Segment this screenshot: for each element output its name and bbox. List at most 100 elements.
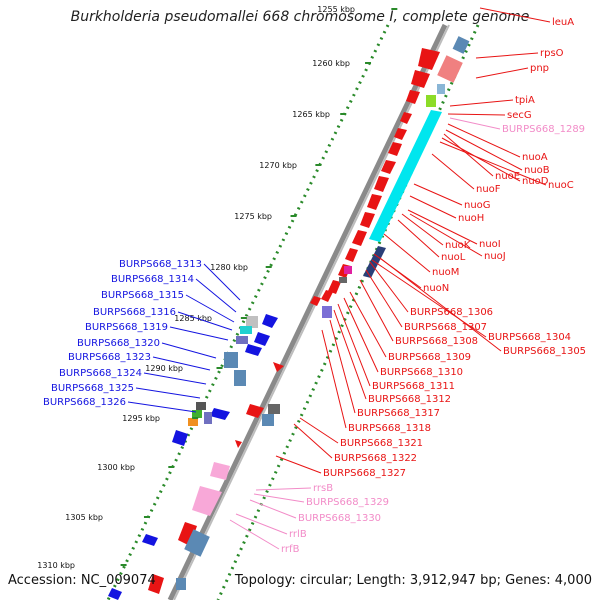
gene-label-right[interactable]: BURPS668_1321 xyxy=(340,438,423,449)
ruler-dotted-line xyxy=(106,24,390,600)
gene-label-leader xyxy=(152,356,211,371)
gene-label-leader xyxy=(383,233,431,273)
gene-label-right[interactable]: leuA xyxy=(552,17,574,28)
gene-label-right[interactable]: nuoF xyxy=(476,184,501,195)
ruler-tick-label: 1285 kbp xyxy=(174,314,212,323)
ruler-tick-label: 1290 kbp xyxy=(145,364,183,373)
gene-label-left[interactable]: BURPS668_1314 xyxy=(111,274,194,285)
ruler-tick-label: 1270 kbp xyxy=(259,161,297,170)
gene-label-right[interactable]: BURPS668_1304 xyxy=(488,332,571,343)
feature-lightblue-block xyxy=(437,84,445,94)
gene-label-leader xyxy=(333,309,367,400)
gene-label-right[interactable]: BURPS668_1318 xyxy=(348,423,431,434)
gene-label-right[interactable]: nuoC xyxy=(548,180,574,191)
gene-label-left[interactable]: BURPS668_1326 xyxy=(43,397,126,408)
gene-label-right[interactable]: tpiA xyxy=(515,95,535,106)
accession-text: Accession: NC_009074 xyxy=(8,573,156,588)
ruler-tick-label: 1265 kbp xyxy=(292,110,330,119)
ruler-tick-label: 1260 kbp xyxy=(312,59,350,68)
gene-label-right[interactable]: BURPS668_1312 xyxy=(368,394,451,405)
gene-label-leader xyxy=(449,117,501,130)
gene-label-leader xyxy=(409,195,457,219)
gene-label-right[interactable]: BURPS668_1308 xyxy=(395,336,478,347)
gene-label-leader xyxy=(343,297,379,373)
ruler-tick-label: 1280 kbp xyxy=(210,263,248,272)
gene-label-right[interactable]: nuoN xyxy=(423,283,449,294)
gene-label-leader xyxy=(441,137,521,182)
gene-label-leader xyxy=(439,141,547,186)
gene-label-leader xyxy=(475,52,539,59)
gene-label-left[interactable]: BURPS668_1313 xyxy=(119,259,202,270)
gene-label-left[interactable]: BURPS668_1325 xyxy=(51,383,134,394)
feature-steel-block-1 xyxy=(452,36,470,54)
gene-label-right[interactable]: nuoE xyxy=(495,171,520,182)
gene-label-leader xyxy=(203,263,241,301)
gene-label-leader xyxy=(255,487,312,491)
gene-label-right[interactable]: BURPS668_1311 xyxy=(372,381,455,392)
gene-label-right[interactable]: BURPS668_1327 xyxy=(323,468,406,479)
gene-label-leader xyxy=(445,129,523,171)
gene-label-left[interactable]: BURPS668_1323 xyxy=(68,352,151,363)
gene-label-right[interactable]: BURPS668_1307 xyxy=(404,322,487,333)
gene-label-right[interactable]: nuoD xyxy=(522,176,549,187)
gene-label-right[interactable]: nuoA xyxy=(522,152,548,163)
gene-label-leader xyxy=(449,99,514,107)
gene-label-right[interactable]: nuoM xyxy=(432,267,459,278)
gene-label-right[interactable]: rpsO xyxy=(540,48,564,59)
gene-label-right[interactable]: nuoI xyxy=(479,239,501,250)
feature-pink-block xyxy=(437,55,463,83)
ruler-tick-label: 1300 kbp xyxy=(97,463,135,472)
gene-label-right[interactable]: BURPS668_1330 xyxy=(298,513,381,524)
gene-label-right[interactable]: BURPS668_1310 xyxy=(380,367,463,378)
gene-label-right[interactable]: rrfB xyxy=(281,544,300,555)
gene-label-left[interactable]: BURPS668_1315 xyxy=(101,290,184,301)
gene-label-right[interactable]: nuoJ xyxy=(484,251,506,262)
gene-label-right[interactable]: BURPS668_1309 xyxy=(388,352,471,363)
gene-label-left[interactable]: BURPS668_1319 xyxy=(85,322,168,333)
gene-label-left[interactable]: BURPS668_1324 xyxy=(59,368,142,379)
gene-label-leader xyxy=(337,303,371,387)
gene-label-right[interactable]: BURPS668_1329 xyxy=(306,497,389,508)
forward-genes xyxy=(148,48,440,594)
gene-label-leader xyxy=(275,455,322,474)
gene-label-leader xyxy=(235,513,288,535)
gene-label-leader xyxy=(359,279,394,342)
gene-label-right[interactable]: nuoK xyxy=(445,240,471,251)
map-title: Burkholderia pseudomallei 668 chromosome… xyxy=(70,9,530,25)
gene-label-leader xyxy=(349,291,387,358)
gene-label-leader xyxy=(143,372,207,385)
gene-label-right[interactable]: BURPS668_1289 xyxy=(502,124,585,135)
gene-label-left[interactable]: BURPS668_1320 xyxy=(77,338,160,349)
gene-label-right[interactable]: pnp xyxy=(530,63,549,74)
gene-label-leader xyxy=(413,183,463,206)
rna-genes xyxy=(184,462,230,557)
gene-label-right[interactable]: BURPS668_1305 xyxy=(503,346,586,357)
gene-label-leader xyxy=(379,257,502,352)
gene-label-right[interactable]: nuoB xyxy=(524,165,550,176)
gene-label-right[interactable]: nuoG xyxy=(464,200,491,211)
ruler-tick-label: 1310 kbp xyxy=(37,561,75,570)
gene-label-leader xyxy=(397,219,440,258)
gene-label-leader xyxy=(475,67,529,79)
gene-label-right[interactable]: BURPS668_1317 xyxy=(357,408,440,419)
gene-label-leader xyxy=(443,133,494,177)
gene-label-right[interactable]: BURPS668_1322 xyxy=(334,453,417,464)
gene-label-leader xyxy=(135,387,201,399)
gene-label-right[interactable]: rrsB xyxy=(313,483,333,494)
gene-label-leader xyxy=(329,319,356,414)
gene-label-leader xyxy=(409,213,483,257)
gene-label-leader xyxy=(229,519,280,550)
feature-blocks xyxy=(176,266,352,590)
gene-label-right[interactable]: nuoL xyxy=(441,252,466,263)
gene-label-right[interactable]: rrlB xyxy=(289,529,307,540)
gene-label-right[interactable]: secG xyxy=(507,110,532,121)
gene-label-right[interactable]: nuoH xyxy=(458,213,484,224)
feature-green-block xyxy=(426,95,436,107)
gene-label-leader xyxy=(369,261,409,313)
ruler-tick-label: 1305 kbp xyxy=(65,513,103,522)
gene-label-leader xyxy=(365,269,403,328)
gene-label-leader xyxy=(169,326,229,341)
gene-label-leader xyxy=(253,493,305,503)
gene-label-left[interactable]: BURPS668_1316 xyxy=(93,307,176,318)
